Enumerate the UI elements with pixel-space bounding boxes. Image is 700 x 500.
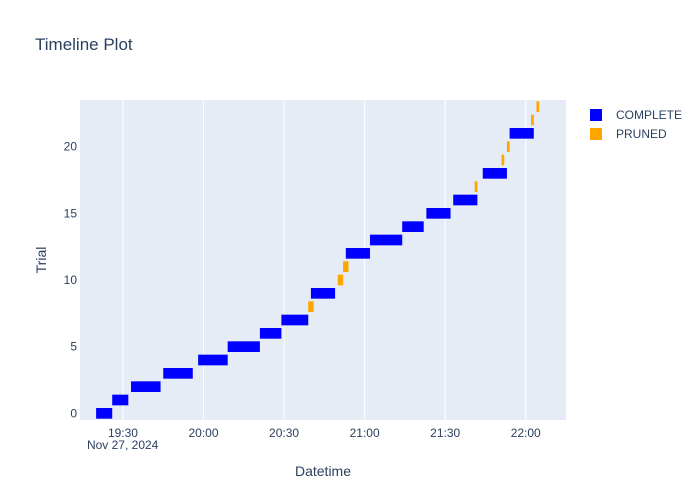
bar-complete xyxy=(482,168,507,179)
trial-bars xyxy=(96,101,540,419)
bar-complete xyxy=(345,248,370,259)
bar-complete xyxy=(281,314,309,326)
grid-lines xyxy=(122,100,527,420)
bar-complete xyxy=(259,328,282,339)
x-tick-label: 22:00 xyxy=(511,426,541,440)
plot-area xyxy=(80,100,566,420)
legend-label-pruned: PRUNED xyxy=(616,127,667,141)
bar-pruned xyxy=(506,141,510,152)
bar-complete xyxy=(96,408,113,419)
legend-item-complete[interactable]: COMPLETE xyxy=(590,108,682,122)
legend-label-complete: COMPLETE xyxy=(616,108,682,122)
x-tick-label: 21:30 xyxy=(430,426,460,440)
x-tick-label: 20:30 xyxy=(269,426,299,440)
y-tick-label: 0 xyxy=(70,406,77,420)
bar-complete xyxy=(198,354,228,366)
legend-item-pruned[interactable]: PRUNED xyxy=(590,127,667,141)
y-tick-label: 20 xyxy=(64,140,78,154)
x-date-label: Nov 27, 2024 xyxy=(87,438,159,452)
bar-pruned xyxy=(308,301,314,312)
y-tick-label: 15 xyxy=(64,206,78,220)
chart-title: Timeline Plot xyxy=(35,35,133,54)
bar-complete xyxy=(112,394,129,406)
bar-complete xyxy=(131,381,161,392)
bar-complete xyxy=(402,221,424,232)
bar-complete xyxy=(310,288,336,299)
y-tick-labels: 0 5 10 15 20 xyxy=(64,140,78,421)
legend[interactable]: COMPLETE PRUNED xyxy=(590,108,682,141)
legend-swatch-pruned xyxy=(590,128,602,140)
bar-pruned xyxy=(501,154,505,166)
bar-pruned xyxy=(337,274,344,286)
y-tick-label: 10 xyxy=(64,273,78,287)
x-tick-label: 21:00 xyxy=(350,426,380,440)
y-tick-label: 5 xyxy=(70,340,77,354)
x-axis-title: Datetime xyxy=(295,463,351,479)
bar-complete xyxy=(163,368,193,379)
bar-pruned xyxy=(536,101,540,112)
bar-complete xyxy=(227,341,260,352)
x-tick-label: 20:00 xyxy=(188,426,218,440)
x-tick-label: 19:30 xyxy=(108,426,138,440)
bar-complete xyxy=(426,208,451,219)
bar-complete xyxy=(369,234,403,246)
legend-swatch-complete xyxy=(590,109,602,121)
y-axis-title: Trial xyxy=(33,247,49,274)
bar-pruned xyxy=(474,181,478,192)
bar-complete xyxy=(453,194,478,206)
bar-pruned xyxy=(531,114,534,126)
bar-complete xyxy=(509,128,534,139)
bar-pruned xyxy=(343,261,349,272)
x-tick-labels: 19:30 20:00 20:30 21:00 21:30 22:00 xyxy=(108,426,541,440)
